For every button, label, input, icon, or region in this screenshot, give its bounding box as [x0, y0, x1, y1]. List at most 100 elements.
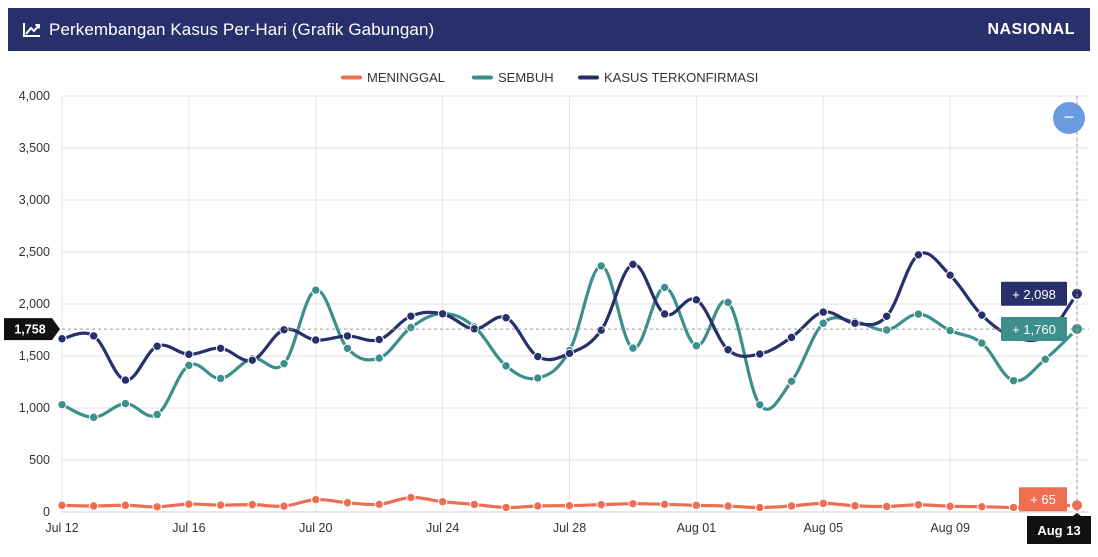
- x-tick-label: Jul 16: [172, 521, 205, 535]
- data-point-meninggal[interactable]: [437, 497, 448, 507]
- data-point-sembuh[interactable]: [215, 373, 226, 384]
- data-point-meninggal[interactable]: [469, 499, 480, 510]
- data-point-kasus-terkonfirmasi[interactable]: [977, 310, 987, 320]
- data-point-meninggal[interactable]: [89, 501, 99, 511]
- data-point-sembuh[interactable]: [977, 338, 987, 348]
- data-point-sembuh[interactable]: [691, 341, 702, 351]
- data-point-kasus-terkonfirmasi[interactable]: [691, 295, 702, 305]
- data-point-meninggal[interactable]: [881, 501, 892, 512]
- data-point-meninggal[interactable]: [945, 501, 955, 511]
- legend-item-sembuh[interactable]: SEMBUH: [472, 70, 554, 85]
- data-point-kasus-terkonfirmasi[interactable]: [818, 307, 828, 317]
- data-point-kasus-terkonfirmasi[interactable]: [247, 355, 258, 365]
- data-point-kasus-terkonfirmasi[interactable]: [850, 318, 860, 328]
- data-point-kasus-terkonfirmasi[interactable]: [57, 334, 67, 344]
- data-point-meninggal[interactable]: [374, 499, 384, 510]
- data-point-sembuh[interactable]: [533, 373, 543, 383]
- data-point-meninggal[interactable]: [628, 498, 638, 509]
- data-point-kasus-terkonfirmasi[interactable]: [89, 331, 99, 341]
- data-point-sembuh[interactable]: [120, 398, 131, 409]
- data-point-kasus-terkonfirmasi[interactable]: [215, 343, 226, 354]
- data-point-sembuh[interactable]: [57, 399, 67, 410]
- data-point-meninggal[interactable]: [120, 500, 131, 510]
- x-tick-label: Jul 20: [299, 521, 332, 535]
- data-point-kasus-terkonfirmasi[interactable]: [596, 325, 606, 335]
- data-point-meninggal[interactable]: [755, 502, 765, 513]
- data-point-meninggal[interactable]: [184, 499, 194, 509]
- data-point-meninggal[interactable]: [659, 499, 670, 510]
- y-tick-label: 1,500: [19, 349, 50, 363]
- data-point-meninggal[interactable]: [247, 499, 258, 510]
- data-point-kasus-terkonfirmasi[interactable]: [628, 259, 638, 270]
- data-point-kasus-terkonfirmasi[interactable]: [120, 375, 131, 385]
- data-point-sembuh[interactable]: [311, 285, 321, 295]
- data-point-kasus-terkonfirmasi[interactable]: [184, 349, 194, 360]
- data-point-meninggal[interactable]: [533, 501, 543, 511]
- data-point-kasus-terkonfirmasi[interactable]: [501, 313, 511, 323]
- data-point-sembuh[interactable]: [152, 409, 162, 420]
- data-point-meninggal[interactable]: [342, 498, 353, 508]
- data-point-kasus-terkonfirmasi[interactable]: [342, 331, 353, 341]
- data-point-sembuh[interactable]: [628, 343, 638, 353]
- data-point-sembuh[interactable]: [501, 361, 511, 371]
- data-point-meninggal[interactable]: [564, 500, 575, 511]
- chart-line-icon: [23, 22, 40, 37]
- data-point-meninggal[interactable]: [152, 502, 162, 512]
- data-point-sembuh[interactable]: [184, 360, 194, 371]
- data-point-kasus-terkonfirmasi[interactable]: [279, 325, 289, 335]
- data-point-meninggal[interactable]: [850, 501, 860, 511]
- data-point-sembuh[interactable]: [596, 261, 606, 271]
- data-point-sembuh[interactable]: [89, 412, 99, 422]
- data-point-meninggal[interactable]: [977, 501, 987, 512]
- data-point-kasus-terkonfirmasi[interactable]: [406, 311, 416, 321]
- data-point-kasus-terkonfirmasi[interactable]: [437, 309, 448, 319]
- data-point-meninggal[interactable]: [818, 498, 828, 509]
- zoom-out-button[interactable]: −: [1053, 102, 1085, 134]
- data-point-kasus-terkonfirmasi[interactable]: [786, 332, 797, 343]
- data-point-kasus-terkonfirmasi[interactable]: [945, 270, 955, 280]
- legend[interactable]: MENINGGAL SEMBUH KASUS TERKONFIRMASI: [341, 70, 758, 85]
- data-point-sembuh[interactable]: [945, 325, 955, 336]
- data-point-meninggal[interactable]: [691, 500, 702, 511]
- data-point-sembuh[interactable]: [913, 309, 924, 319]
- data-point-kasus-terkonfirmasi[interactable]: [564, 348, 575, 359]
- data-point-meninggal[interactable]: [596, 499, 606, 510]
- data-point-meninggal[interactable]: [279, 501, 289, 511]
- data-point-meninggal[interactable]: [1008, 502, 1019, 513]
- minus-icon[interactable]: −: [1064, 107, 1075, 127]
- data-point-kasus-terkonfirmasi[interactable]: [152, 341, 162, 351]
- data-point-kasus-terkonfirmasi[interactable]: [881, 311, 892, 321]
- data-point-sembuh[interactable]: [279, 358, 289, 369]
- data-point-kasus-terkonfirmasi[interactable]: [311, 335, 321, 345]
- data-point-meninggal[interactable]: [406, 492, 416, 503]
- data-point-kasus-terkonfirmasi[interactable]: [659, 309, 670, 319]
- legend-item-meninggal[interactable]: MENINGGAL: [341, 70, 445, 85]
- legend-item-kasus-terkonfirmasi[interactable]: KASUS TERKONFIRMASI: [578, 70, 758, 85]
- data-point-kasus-terkonfirmasi[interactable]: [374, 334, 384, 345]
- data-point-meninggal[interactable]: [311, 494, 321, 505]
- data-point-kasus-terkonfirmasi[interactable]: [1070, 286, 1084, 301]
- data-point-meninggal[interactable]: [215, 500, 226, 510]
- data-point-meninggal[interactable]: [723, 501, 733, 511]
- data-point-sembuh[interactable]: [818, 318, 828, 328]
- data-point-sembuh[interactable]: [881, 325, 892, 335]
- data-point-sembuh[interactable]: [1008, 375, 1019, 386]
- data-point-meninggal[interactable]: [913, 500, 924, 510]
- data-point-sembuh[interactable]: [755, 400, 765, 410]
- zoom-button-circle[interactable]: [1053, 102, 1085, 134]
- data-point-sembuh[interactable]: [342, 343, 353, 354]
- data-point-kasus-terkonfirmasi[interactable]: [533, 351, 543, 362]
- data-point-kasus-terkonfirmasi[interactable]: [913, 250, 924, 260]
- data-point-meninggal[interactable]: [786, 501, 797, 511]
- data-point-kasus-terkonfirmasi[interactable]: [755, 349, 765, 359]
- data-point-meninggal[interactable]: [501, 502, 511, 513]
- data-point-sembuh[interactable]: [1040, 354, 1050, 364]
- legend-label-kasus-terkonfirmasi: KASUS TERKONFIRMASI: [604, 70, 758, 85]
- data-point-sembuh[interactable]: [786, 376, 797, 386]
- data-point-meninggal[interactable]: [57, 500, 67, 511]
- data-point-kasus-terkonfirmasi[interactable]: [723, 345, 733, 355]
- data-point-sembuh[interactable]: [723, 297, 733, 308]
- data-point-sembuh[interactable]: [374, 353, 384, 363]
- data-point-sembuh[interactable]: [406, 322, 416, 333]
- data-point-sembuh[interactable]: [659, 282, 670, 293]
